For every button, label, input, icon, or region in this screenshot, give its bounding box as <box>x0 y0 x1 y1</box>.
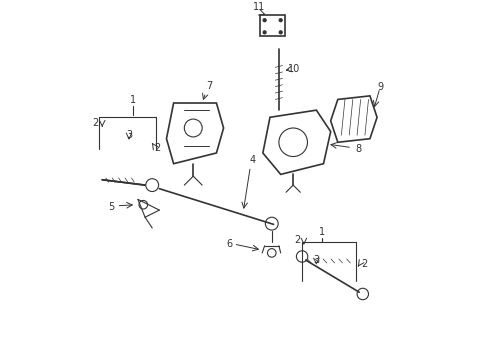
Text: 2: 2 <box>154 143 160 153</box>
Text: 7: 7 <box>206 81 213 90</box>
Circle shape <box>279 19 282 22</box>
Circle shape <box>279 31 282 34</box>
Text: 9: 9 <box>377 82 383 92</box>
Text: 2: 2 <box>93 118 98 128</box>
Text: 3: 3 <box>313 255 319 265</box>
Circle shape <box>263 19 266 22</box>
Text: 6: 6 <box>226 239 233 249</box>
Text: 11: 11 <box>253 2 266 12</box>
Text: 1: 1 <box>129 95 136 105</box>
Text: 5: 5 <box>108 202 115 212</box>
Text: 1: 1 <box>318 227 325 237</box>
Text: 2: 2 <box>294 235 300 246</box>
Text: 2: 2 <box>361 258 367 269</box>
Circle shape <box>263 31 266 34</box>
Text: 3: 3 <box>126 130 132 140</box>
Text: 10: 10 <box>288 64 300 74</box>
Text: 8: 8 <box>356 144 362 154</box>
Text: 4: 4 <box>249 156 255 166</box>
